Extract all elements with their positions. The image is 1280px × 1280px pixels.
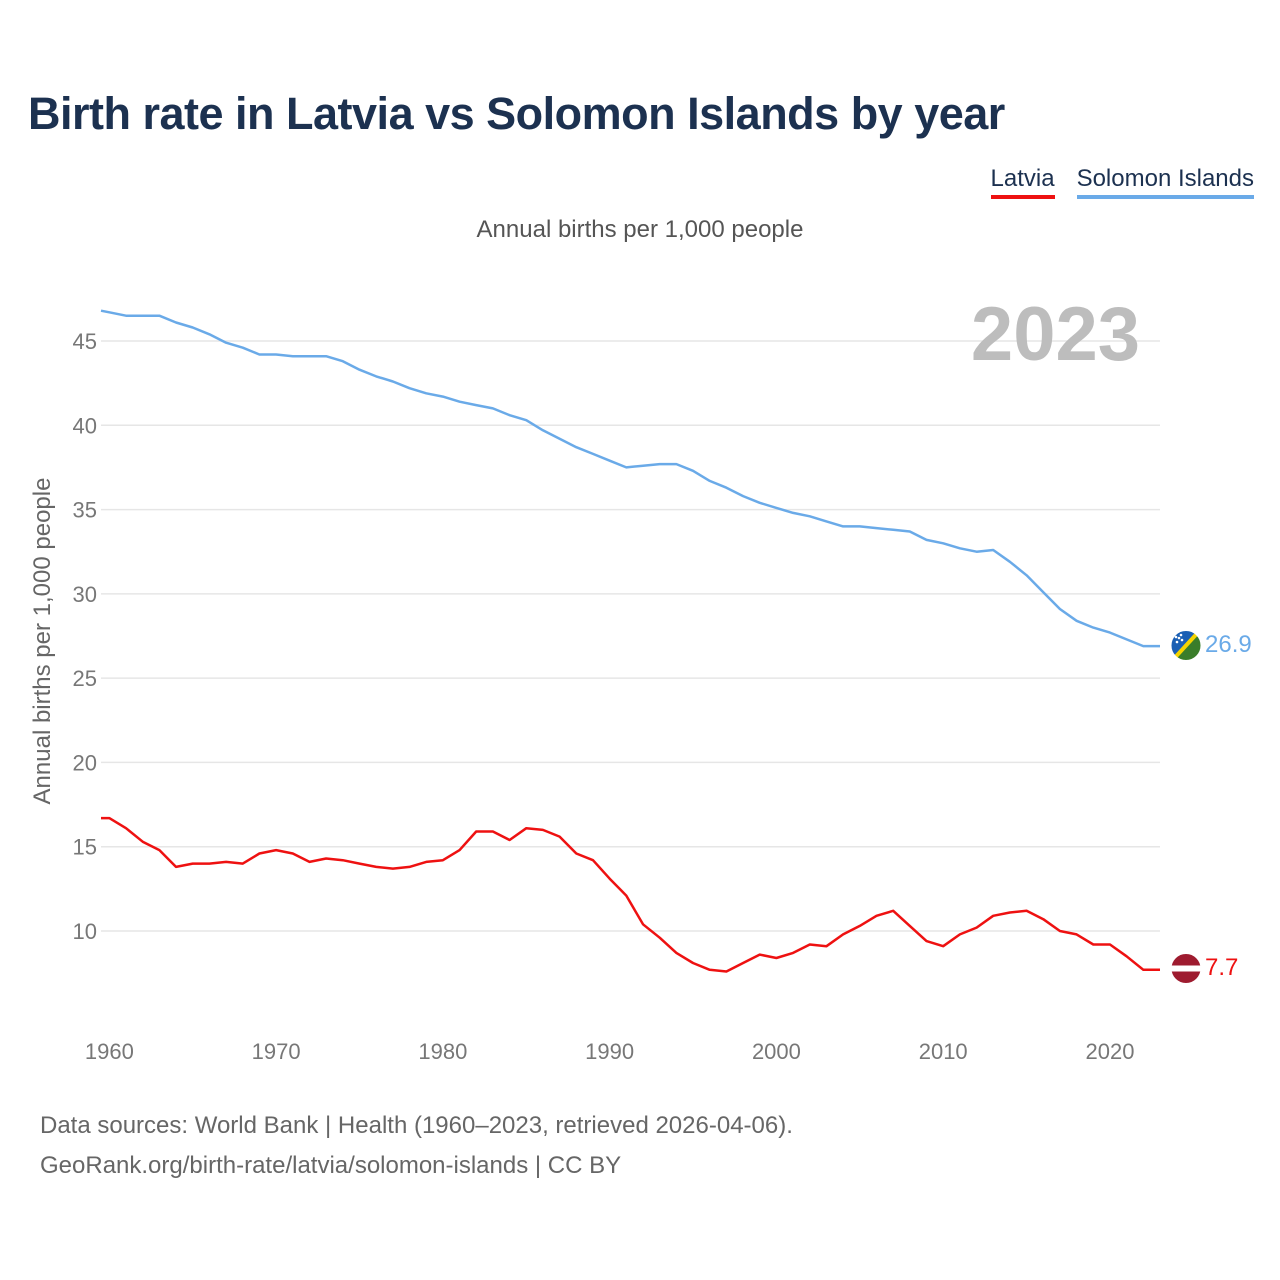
legend: Latvia Solomon Islands xyxy=(990,165,1254,199)
source-line: Data sources: World Bank | Health (1960–… xyxy=(40,1112,793,1139)
y-tick-label: 25 xyxy=(73,666,97,691)
end-value-latvia: 7.7 xyxy=(1205,954,1238,981)
y-axis-ticks: 10 15 20 25 30 35 40 45 xyxy=(73,329,97,944)
gridlines xyxy=(101,340,1160,932)
legend-item-latvia[interactable]: Latvia xyxy=(990,165,1055,199)
y-tick-label: 40 xyxy=(73,413,97,438)
y-tick-label: 20 xyxy=(73,750,97,775)
chart-subtitle: Annual births per 1,000 people xyxy=(476,216,804,243)
x-axis-ticks: 1960 1970 1980 1990 2000 2010 2020 xyxy=(85,1039,1135,1064)
x-tick-label: 1970 xyxy=(252,1039,301,1064)
y-tick-label: 30 xyxy=(73,582,97,607)
end-value-solomon-islands: 26.9 xyxy=(1205,631,1252,658)
x-tick-label: 2020 xyxy=(1085,1039,1134,1064)
y-tick-label: 15 xyxy=(73,835,97,860)
x-tick-label: 2000 xyxy=(752,1039,801,1064)
series-lines xyxy=(100,309,1160,973)
x-tick-label: 1960 xyxy=(85,1039,134,1064)
chart-title: Birth rate in Latvia vs Solomon Islands … xyxy=(28,88,1005,139)
x-tick-label: 2010 xyxy=(919,1039,968,1064)
solomon-islands-flag-icon xyxy=(1171,630,1201,661)
y-tick-label: 45 xyxy=(73,329,97,354)
x-tick-label: 1980 xyxy=(418,1039,467,1064)
y-axis-label: Annual births per 1,000 people xyxy=(29,478,56,805)
y-tick-label: 10 xyxy=(73,919,97,944)
x-tick-label: 1990 xyxy=(585,1039,634,1064)
source-note: Data sources: World Bank | Health (1960–… xyxy=(40,1106,793,1186)
series-line-latvia[interactable] xyxy=(101,816,1160,973)
chart-area: 2023 10 15 20 25 30 35 40 45 1960 1970 1980 1990 20… xyxy=(29,292,1252,1064)
y-tick-label: 35 xyxy=(73,498,97,523)
source-url: GeoRank.org/birth-rate/latvia/solomon-is… xyxy=(40,1152,622,1179)
series-line-solomon-islands[interactable] xyxy=(100,309,1160,648)
legend-item-solomon-islands[interactable]: Solomon Islands xyxy=(1076,165,1254,199)
latvia-flag-icon xyxy=(1171,953,1201,984)
year-label: 2023 xyxy=(971,292,1140,377)
